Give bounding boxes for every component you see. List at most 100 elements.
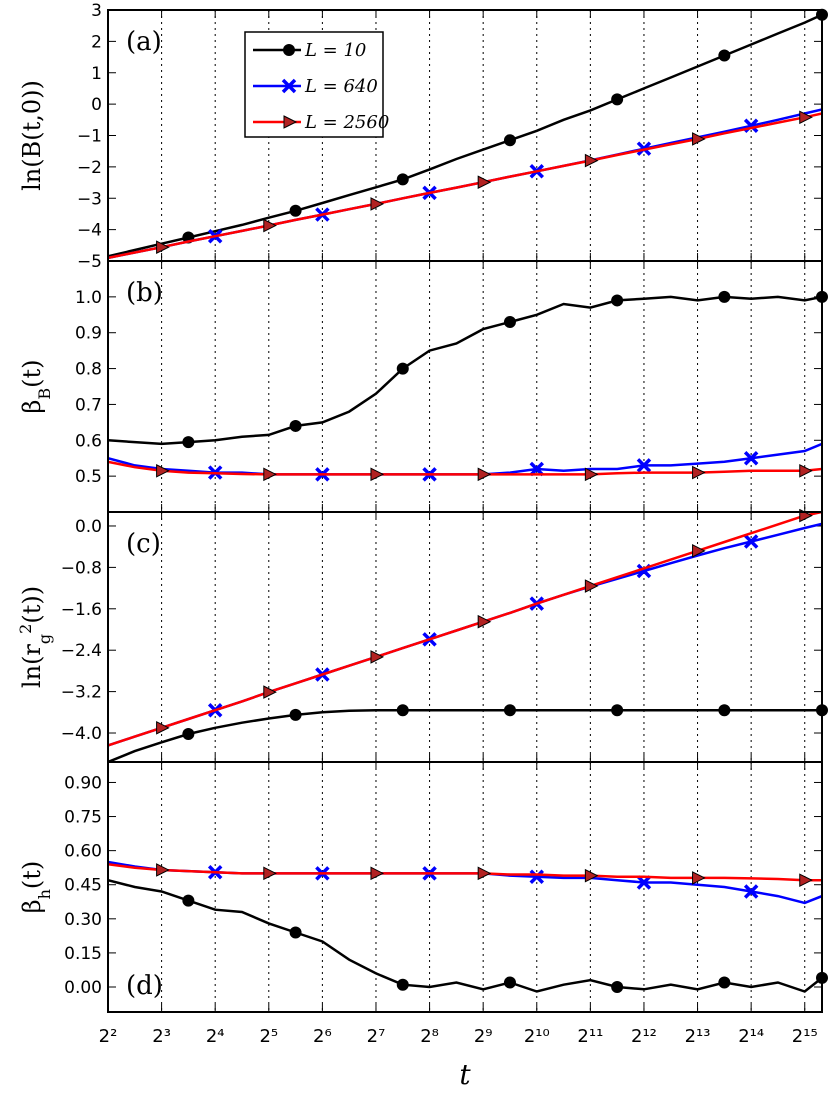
- series-line: [108, 512, 822, 747]
- y-axis-label: βB(t): [18, 359, 54, 413]
- y-axis-label-part: β: [18, 400, 46, 414]
- y-tick-label: −3.2: [61, 683, 102, 703]
- marker: [263, 685, 277, 699]
- y-tick-label: 1: [91, 64, 102, 84]
- axes-frame: [107, 761, 823, 1013]
- marker: [370, 866, 385, 881]
- x-tick-label: 2¹⁴: [738, 1026, 764, 1047]
- marker: [718, 704, 731, 717]
- legend-label: L = 10: [304, 40, 366, 61]
- legend-label: L = 640: [304, 76, 378, 97]
- y-tick-label: −2: [77, 158, 102, 178]
- x-tick-label: 2¹³: [685, 1026, 711, 1047]
- x-tick-label: 2³: [152, 1026, 171, 1047]
- series-line: [108, 878, 822, 993]
- marker: [584, 153, 599, 168]
- marker: [718, 49, 731, 62]
- marker: [281, 78, 297, 94]
- marker: [156, 240, 170, 255]
- marker: [477, 614, 492, 629]
- marker: [370, 650, 385, 664]
- marker: [503, 134, 516, 147]
- y-axis-label-part: g: [35, 634, 54, 644]
- marker: [636, 875, 652, 890]
- marker: [156, 721, 170, 735]
- marker: [743, 450, 759, 466]
- y-tick-label: −0.8: [61, 558, 102, 578]
- y-tick-label: −1: [77, 127, 102, 147]
- marker: [692, 871, 706, 885]
- panel-label: (a): [126, 27, 162, 57]
- marker: [477, 467, 492, 482]
- marker: [718, 290, 731, 303]
- y-tick-label: 3: [91, 1, 102, 21]
- series-line: [108, 863, 822, 882]
- y-tick-label: 0.90: [64, 773, 102, 793]
- y-tick-label: 0.5: [75, 467, 102, 487]
- y-tick-label: −5: [77, 252, 102, 272]
- series-line: [108, 295, 822, 446]
- y-axis-label: βh(t): [18, 861, 54, 914]
- marker: [611, 704, 624, 717]
- marker: [611, 93, 624, 106]
- y-axis-label-part: ln(r: [18, 644, 46, 688]
- y-tick-label: 0.75: [64, 808, 102, 828]
- marker: [182, 728, 195, 741]
- x-tick-label: 2²: [99, 1026, 118, 1047]
- x-tick-label: 2¹¹: [577, 1026, 603, 1047]
- series-line: [108, 112, 822, 260]
- y-axis-label: ln(rg2(t)): [16, 586, 54, 688]
- x-tick-label: 2⁴: [206, 1026, 225, 1047]
- panel-label: (d): [126, 971, 163, 1001]
- marker: [611, 981, 624, 993]
- marker: [263, 866, 277, 881]
- y-tick-label: 0: [91, 95, 102, 115]
- y-tick-label: 0.60: [64, 842, 102, 862]
- y-tick-label: −2.4: [61, 641, 102, 661]
- marker: [263, 467, 277, 482]
- marker: [263, 218, 277, 233]
- y-axis-label-part: h: [35, 889, 54, 899]
- x-tick-label: 2⁵: [259, 1026, 278, 1047]
- marker: [718, 976, 731, 989]
- marker: [692, 544, 706, 558]
- marker: [289, 708, 302, 721]
- y-tick-label: 0.9: [75, 324, 102, 344]
- series-line: [108, 13, 822, 258]
- x-tick-label: 2¹⁵: [792, 1026, 818, 1047]
- x-tick-label: 2⁹: [474, 1026, 493, 1047]
- y-tick-label: 0.45: [64, 876, 102, 896]
- marker: [370, 197, 385, 211]
- marker: [503, 315, 516, 328]
- y-tick-label: 2: [91, 32, 102, 52]
- y-tick-label: −1.6: [61, 600, 102, 620]
- marker: [156, 463, 170, 478]
- y-tick-label: 1.0: [75, 288, 102, 308]
- marker: [503, 976, 516, 989]
- y-tick-label: 0.6: [75, 431, 102, 451]
- y-axis-label-part: ln(B(t,0)): [18, 80, 46, 191]
- panel-label: (b): [126, 278, 163, 308]
- x-tick-label: 2⁶: [313, 1026, 332, 1047]
- panel-label: (c): [126, 529, 161, 559]
- y-tick-label: −4: [77, 221, 102, 241]
- marker: [477, 175, 492, 190]
- x-axis-label: t: [459, 1058, 471, 1091]
- marker: [396, 978, 409, 991]
- marker: [529, 461, 545, 477]
- marker: [289, 419, 302, 432]
- marker: [584, 579, 599, 593]
- y-axis-label-part: B: [35, 388, 54, 400]
- marker: [289, 926, 302, 939]
- legend-label: L = 2560: [304, 112, 389, 133]
- marker: [182, 894, 195, 907]
- marker: [743, 884, 759, 899]
- marker: [636, 458, 652, 473]
- series-line: [108, 460, 822, 476]
- x-tick-label: 2¹²: [631, 1026, 657, 1047]
- y-axis-label-part: (t): [18, 861, 46, 889]
- y-tick-label: 0.00: [64, 978, 102, 998]
- marker: [611, 294, 624, 307]
- y-tick-label: 0.30: [64, 910, 102, 930]
